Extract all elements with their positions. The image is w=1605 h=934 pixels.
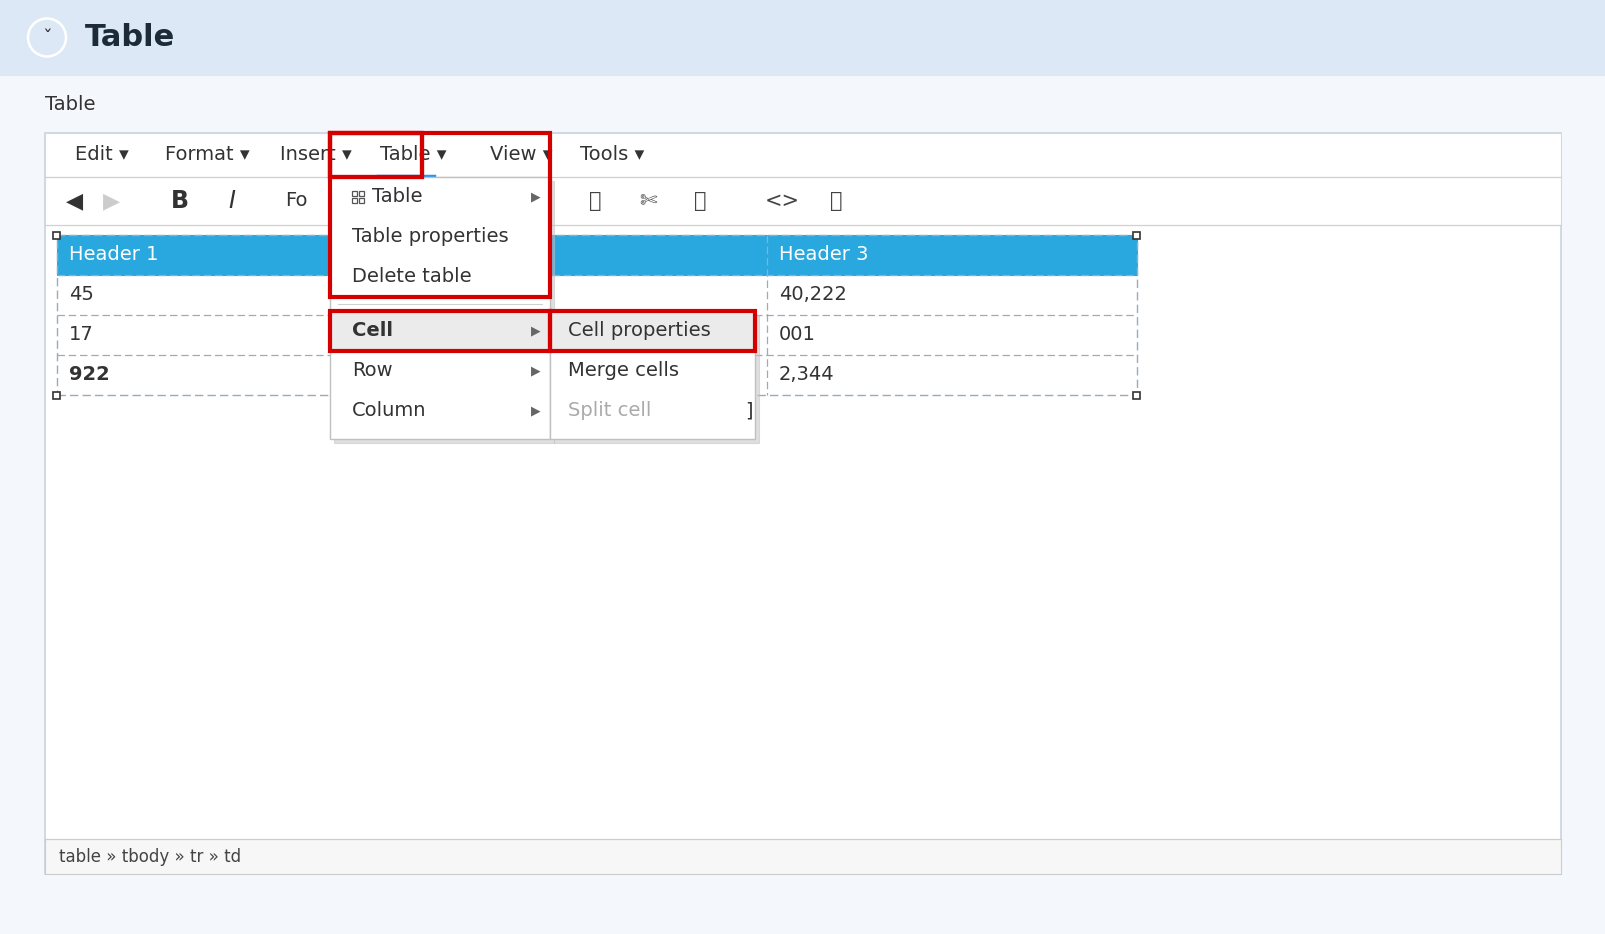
Text: Table: Table (85, 23, 175, 52)
Text: ▶: ▶ (531, 364, 541, 377)
Bar (360, 198, 364, 203)
Text: ˇ: ˇ (42, 29, 51, 48)
Bar (0, 0, 1605, 75)
Text: Format ▾: Format ▾ (165, 146, 249, 164)
Text: Header 2: Header 2 (388, 246, 478, 264)
Text: Cell: Cell (351, 321, 393, 341)
Text: I: I (228, 189, 236, 213)
Bar (549, 311, 754, 439)
Bar (331, 311, 549, 351)
Text: ◀: ◀ (66, 191, 83, 211)
Bar (53, 232, 61, 238)
Text: Merge cells: Merge cells (568, 361, 679, 380)
Text: 922: 922 (69, 365, 109, 385)
Bar (56, 235, 1136, 395)
Text: ▶: ▶ (531, 191, 541, 204)
Bar (351, 198, 356, 203)
Bar (360, 191, 364, 196)
Bar (45, 177, 1560, 225)
Text: Insert ▾: Insert ▾ (279, 146, 351, 164)
Text: 17: 17 (69, 326, 93, 345)
Text: View ▾: View ▾ (490, 146, 552, 164)
Text: Cell properties: Cell properties (568, 321, 711, 341)
Text: ⛓: ⛓ (589, 191, 600, 211)
Text: 🏷: 🏷 (693, 191, 706, 211)
Text: Column: Column (351, 402, 427, 420)
Text: B: B (170, 189, 189, 213)
Bar (45, 133, 1560, 177)
Bar (329, 311, 549, 351)
Bar (1133, 232, 1140, 238)
Bar (554, 315, 759, 443)
Text: ⤢: ⤢ (830, 191, 841, 211)
Bar (334, 181, 554, 443)
Text: ▶: ▶ (531, 324, 541, 337)
Bar (329, 133, 422, 177)
Bar (45, 839, 1560, 874)
Text: Split cell: Split cell (568, 402, 652, 420)
Text: ✄: ✄ (639, 191, 656, 211)
Text: Row: Row (351, 361, 392, 380)
Text: ▶: ▶ (531, 404, 541, 417)
Text: Table properties: Table properties (351, 228, 509, 247)
Bar (329, 177, 549, 439)
Bar (351, 191, 356, 196)
Bar (56, 235, 1136, 275)
Text: Table: Table (45, 95, 95, 115)
Bar (45, 133, 1560, 874)
Text: Header 3: Header 3 (778, 246, 868, 264)
Text: Delete table: Delete table (351, 267, 472, 287)
Text: Fo: Fo (284, 191, 307, 210)
Text: 40,222: 40,222 (778, 286, 846, 304)
Text: 45: 45 (69, 286, 93, 304)
Text: ▶: ▶ (103, 191, 120, 211)
Bar (549, 311, 754, 351)
Bar (551, 311, 753, 351)
Bar (329, 133, 422, 177)
Text: Tools ▾: Tools ▾ (579, 146, 644, 164)
Text: 001: 001 (778, 326, 815, 345)
Text: ]: ] (745, 402, 753, 420)
Text: 2,344: 2,344 (778, 365, 835, 385)
Text: Table: Table (372, 188, 422, 206)
Bar (329, 133, 549, 297)
Text: <>: <> (764, 191, 799, 211)
Text: Header 1: Header 1 (69, 246, 159, 264)
Text: Edit ▾: Edit ▾ (75, 146, 128, 164)
Bar (1133, 391, 1140, 399)
Text: table » tbody » tr » td: table » tbody » tr » td (59, 847, 241, 866)
Text: Table ▾: Table ▾ (380, 146, 446, 164)
Bar (53, 391, 61, 399)
